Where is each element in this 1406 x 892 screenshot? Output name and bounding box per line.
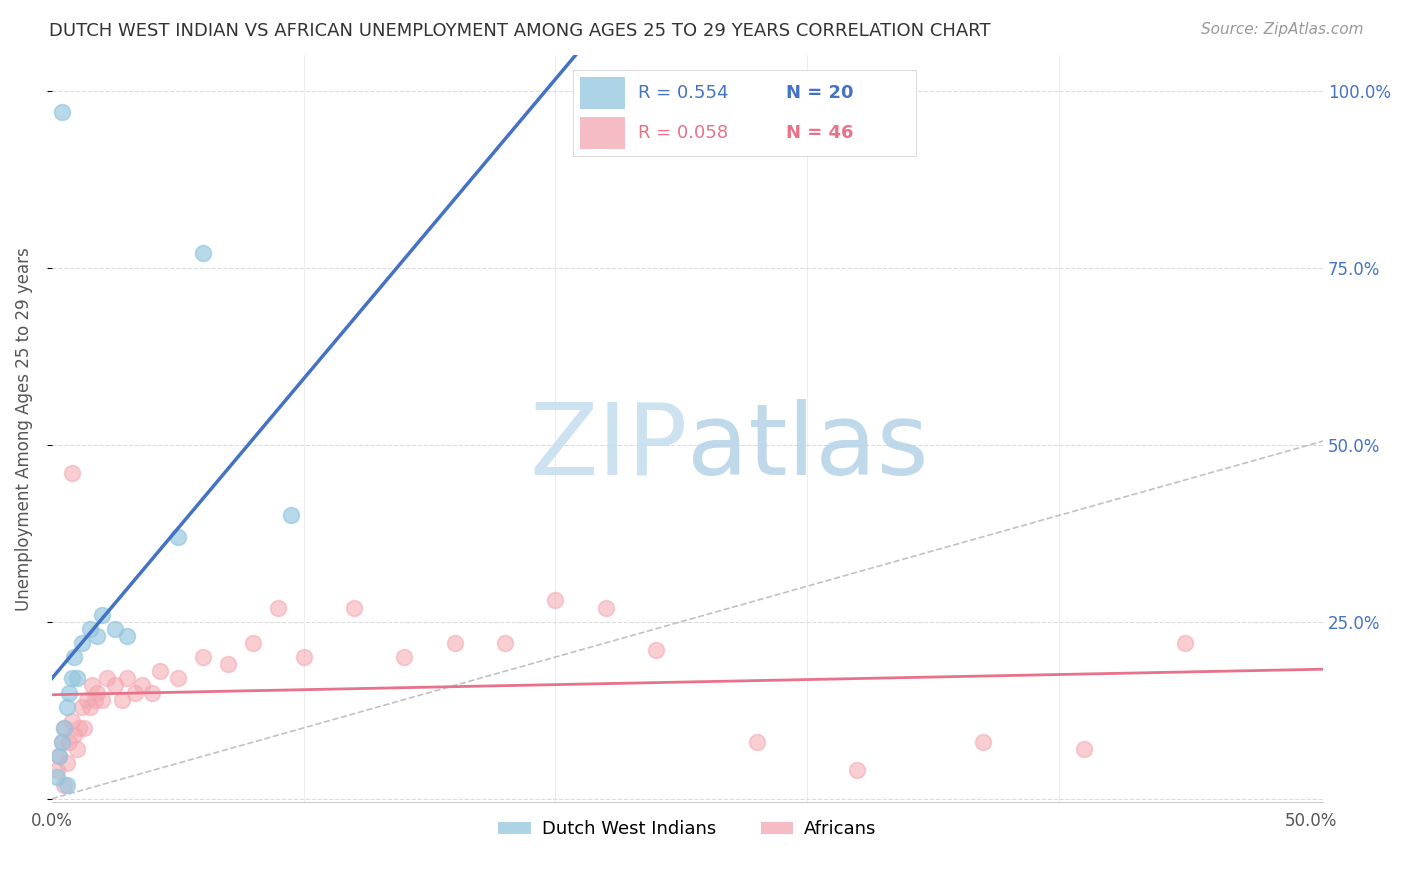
- Point: [494, 636, 516, 650]
- Point: [1073, 742, 1095, 756]
- Point: [70, 699, 93, 714]
- Point: [972, 735, 994, 749]
- Point: [53, 721, 76, 735]
- Point: [63, 650, 86, 665]
- Point: [242, 636, 264, 650]
- Point: [48, 749, 70, 764]
- Point: [392, 650, 415, 665]
- Point: [63, 728, 86, 742]
- Point: [60, 466, 83, 480]
- Point: [60, 671, 83, 685]
- Point: [149, 665, 172, 679]
- Point: [69, 721, 91, 735]
- Point: [80, 678, 103, 692]
- Point: [79, 699, 101, 714]
- Point: [443, 636, 465, 650]
- Point: [70, 636, 93, 650]
- Point: [56, 699, 79, 714]
- Point: [66, 742, 89, 756]
- Point: [58, 685, 80, 699]
- Point: [166, 671, 188, 685]
- Point: [595, 600, 617, 615]
- Point: [280, 508, 302, 523]
- Point: [53, 778, 76, 792]
- Point: [60, 714, 83, 728]
- Point: [217, 657, 239, 672]
- Point: [58, 735, 80, 749]
- Legend: Dutch West Indians, Africans: Dutch West Indians, Africans: [491, 814, 884, 846]
- Point: [73, 721, 96, 735]
- Point: [111, 692, 134, 706]
- Point: [76, 692, 98, 706]
- Point: [48, 749, 70, 764]
- Point: [166, 530, 188, 544]
- Text: ZIP: ZIP: [529, 399, 688, 496]
- Point: [645, 643, 668, 657]
- Point: [117, 671, 139, 685]
- Point: [292, 650, 315, 665]
- Point: [141, 685, 163, 699]
- Point: [267, 600, 290, 615]
- Point: [191, 246, 214, 260]
- Point: [45, 771, 67, 785]
- Point: [343, 600, 366, 615]
- Text: atlas: atlas: [688, 399, 929, 496]
- Point: [51, 735, 73, 749]
- Point: [79, 622, 101, 636]
- Point: [1174, 636, 1197, 650]
- Point: [745, 735, 768, 749]
- Point: [53, 721, 76, 735]
- Point: [51, 104, 73, 119]
- Point: [91, 692, 114, 706]
- Point: [544, 593, 567, 607]
- Point: [56, 756, 79, 771]
- Point: [86, 629, 108, 643]
- Point: [104, 678, 127, 692]
- Point: [56, 778, 79, 792]
- Point: [83, 692, 105, 706]
- Point: [124, 685, 146, 699]
- Point: [104, 622, 127, 636]
- Point: [117, 629, 139, 643]
- Point: [96, 671, 118, 685]
- Y-axis label: Unemployment Among Ages 25 to 29 years: Unemployment Among Ages 25 to 29 years: [15, 247, 32, 611]
- Text: DUTCH WEST INDIAN VS AFRICAN UNEMPLOYMENT AMONG AGES 25 TO 29 YEARS CORRELATION : DUTCH WEST INDIAN VS AFRICAN UNEMPLOYMEN…: [49, 22, 991, 40]
- Point: [66, 671, 89, 685]
- Point: [91, 607, 114, 622]
- Point: [846, 764, 869, 778]
- Point: [86, 685, 108, 699]
- Point: [191, 650, 214, 665]
- Point: [45, 764, 67, 778]
- Point: [131, 678, 153, 692]
- Text: Source: ZipAtlas.com: Source: ZipAtlas.com: [1201, 22, 1364, 37]
- Point: [51, 735, 73, 749]
